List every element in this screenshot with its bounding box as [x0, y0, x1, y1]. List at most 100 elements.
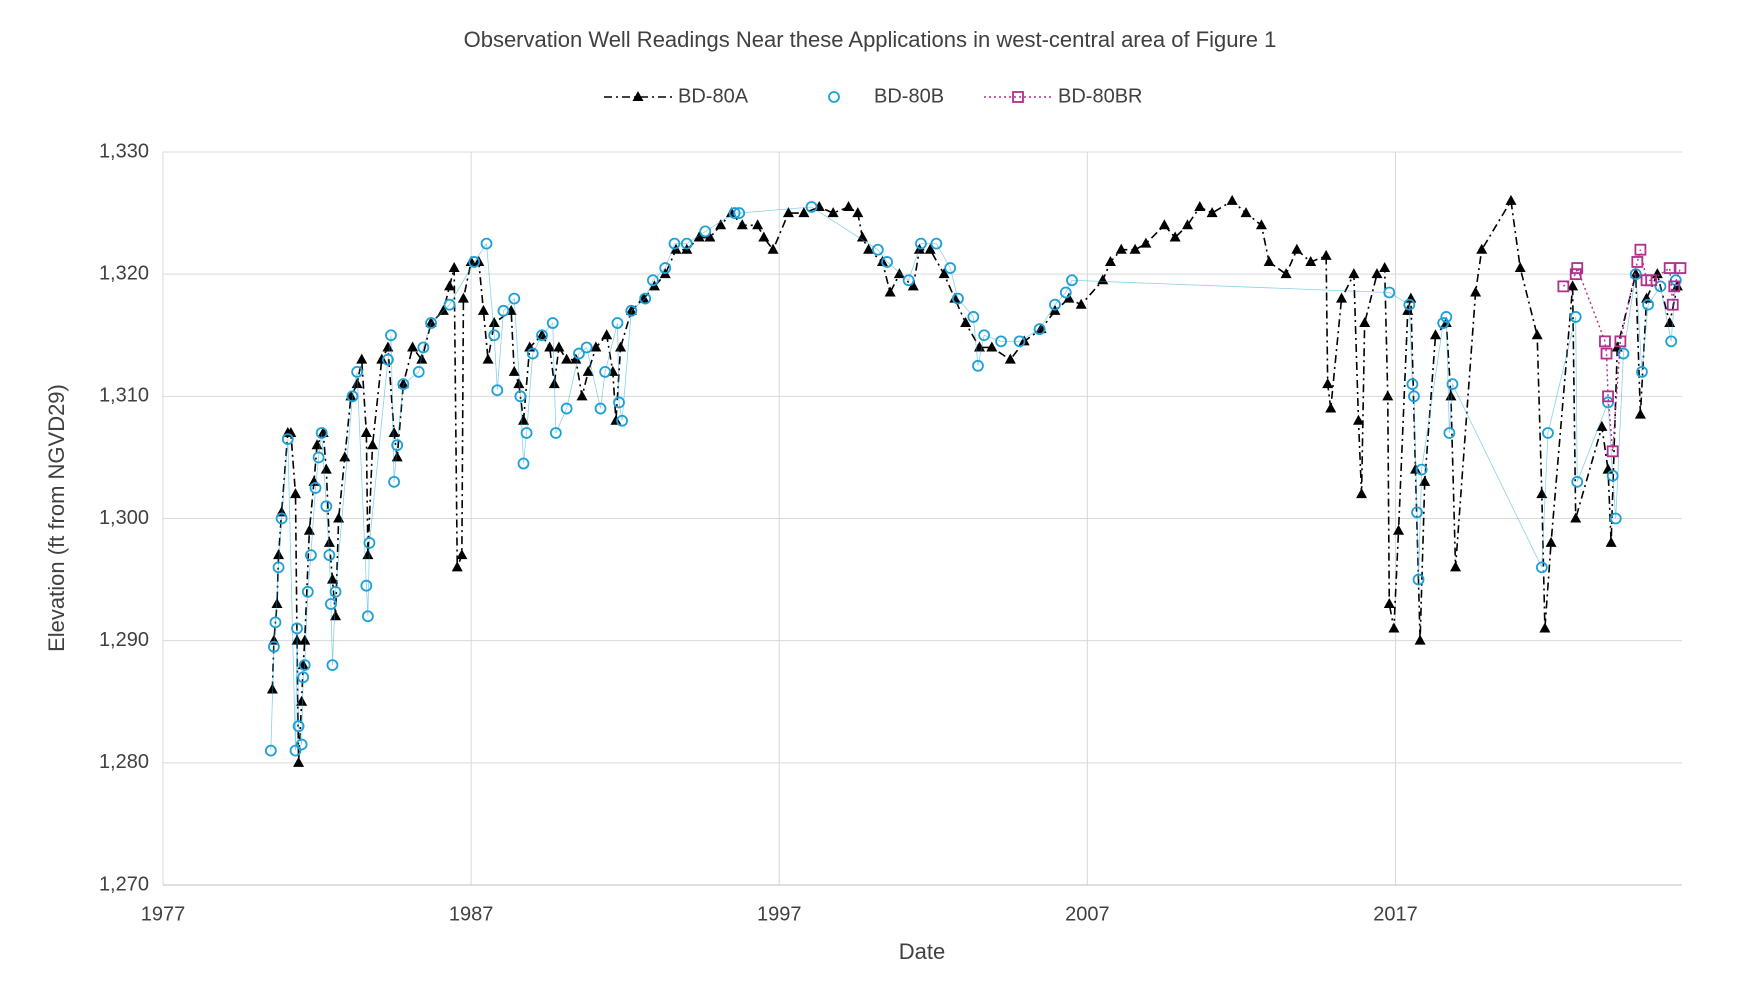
marker [580, 341, 593, 354]
marker [680, 237, 693, 250]
marker [289, 744, 302, 757]
marker [693, 231, 705, 242]
marker [517, 414, 529, 425]
marker [362, 549, 374, 560]
series-line [270, 206, 1677, 751]
marker [1408, 390, 1420, 403]
marker [456, 549, 468, 560]
marker [457, 292, 469, 303]
marker [884, 286, 896, 297]
marker [1634, 243, 1647, 256]
marker [632, 91, 644, 101]
marker [1569, 268, 1582, 281]
marker [1450, 561, 1462, 572]
marker [326, 659, 339, 671]
marker [385, 329, 397, 342]
marker [444, 280, 456, 291]
marker [1383, 286, 1396, 299]
marker [805, 201, 818, 213]
marker [291, 622, 303, 635]
marker [536, 329, 548, 342]
marker [1600, 347, 1613, 360]
marker [599, 365, 612, 378]
marker [339, 451, 351, 462]
marker [480, 237, 493, 250]
marker [412, 365, 425, 378]
marker [513, 378, 525, 389]
marker [881, 256, 893, 268]
marker [576, 390, 588, 401]
marker [361, 610, 374, 623]
marker [1446, 378, 1459, 391]
marker [573, 347, 585, 360]
marker [856, 231, 868, 242]
marker [639, 292, 652, 305]
marker [1654, 280, 1667, 293]
marker [1066, 274, 1078, 287]
marker [326, 573, 338, 584]
marker [863, 243, 875, 254]
marker [1668, 280, 1681, 293]
series-line [271, 198, 1679, 763]
marker [1539, 622, 1551, 633]
y-tick-label: 1,320 [99, 262, 149, 284]
marker [320, 500, 333, 513]
marker [1419, 475, 1431, 486]
marker [1240, 207, 1252, 218]
y-axis-title: Elevation (ft from NGVD29) [44, 384, 69, 652]
marker [625, 304, 638, 317]
marker [871, 243, 884, 256]
marker [417, 341, 430, 354]
marker [1352, 414, 1364, 425]
marker [549, 427, 562, 439]
marker [1115, 243, 1127, 254]
marker [1636, 365, 1648, 378]
marker [526, 347, 539, 360]
marker [967, 311, 980, 323]
marker [1567, 280, 1579, 291]
marker [758, 231, 770, 242]
marker [488, 317, 500, 328]
marker [1359, 317, 1371, 328]
marker [924, 243, 936, 254]
marker [1664, 317, 1676, 328]
marker [1059, 286, 1072, 299]
marker [1406, 378, 1419, 391]
marker [1403, 298, 1416, 311]
marker [938, 268, 950, 279]
marker [315, 427, 328, 439]
marker [1645, 274, 1658, 287]
marker [1557, 280, 1570, 293]
legend-label: BD-80B [874, 85, 944, 107]
marker [902, 274, 915, 287]
x-tick-label: 1997 [757, 903, 802, 925]
marker [425, 317, 437, 328]
marker [1158, 219, 1170, 230]
marker [553, 341, 565, 352]
marker [610, 414, 622, 425]
marker [330, 610, 342, 621]
marker [1535, 561, 1548, 574]
marker [382, 353, 394, 366]
marker [1617, 347, 1630, 360]
marker [1004, 353, 1016, 364]
marker [268, 640, 280, 653]
marker [388, 426, 400, 437]
marker [360, 579, 373, 592]
marker [468, 256, 481, 268]
marker [465, 255, 477, 266]
marker [281, 433, 294, 445]
marker [1609, 512, 1622, 525]
marker [752, 219, 764, 230]
marker [828, 91, 840, 103]
marker [1336, 292, 1348, 303]
marker [304, 549, 317, 562]
marker [907, 280, 919, 291]
marker [1505, 194, 1517, 205]
marker [944, 262, 957, 274]
marker [508, 292, 521, 305]
marker [1443, 427, 1456, 439]
marker [1596, 420, 1608, 431]
marker [1665, 335, 1678, 348]
